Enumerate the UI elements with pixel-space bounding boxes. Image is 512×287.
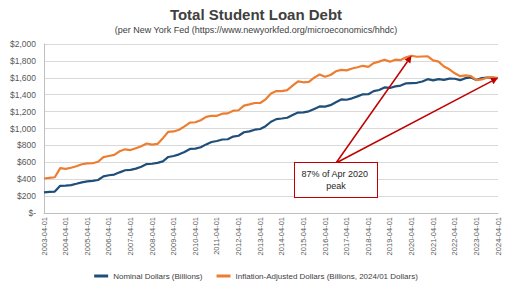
- svg-text:$1,000: $1,000: [10, 124, 36, 134]
- svg-text:2007-04-01: 2007-04-01: [126, 217, 135, 255]
- svg-text:2016-04-01: 2016-04-01: [321, 217, 330, 255]
- svg-text:$1,600: $1,600: [10, 73, 36, 83]
- svg-text:2015-04-01: 2015-04-01: [299, 217, 308, 255]
- svg-text:2014-04-01: 2014-04-01: [277, 217, 286, 255]
- svg-text:2009-04-01: 2009-04-01: [169, 217, 178, 255]
- svg-text:Inflation-Adjusted Dollars (Bi: Inflation-Adjusted Dollars (Billions, 20…: [236, 272, 419, 281]
- svg-text:$200: $200: [17, 191, 36, 201]
- svg-text:87% of Apr 2020: 87% of Apr 2020: [301, 169, 370, 179]
- svg-text:(per New York Fed (https://www: (per New York Fed (https://www.newyorkfe…: [115, 25, 398, 35]
- svg-text:2004-04-01: 2004-04-01: [61, 217, 70, 255]
- svg-text:2003-04-01: 2003-04-01: [40, 217, 49, 255]
- svg-text:$400: $400: [17, 174, 36, 184]
- svg-text:peak: peak: [326, 181, 346, 191]
- svg-text:2021-04-01: 2021-04-01: [429, 217, 438, 255]
- svg-text:2011-04-01: 2011-04-01: [212, 217, 221, 255]
- svg-text:2008-04-01: 2008-04-01: [148, 217, 157, 255]
- svg-text:2012-04-01: 2012-04-01: [234, 217, 243, 255]
- svg-text:$800: $800: [17, 140, 36, 150]
- svg-text:$600: $600: [17, 157, 36, 167]
- svg-text:2024-04-01: 2024-04-01: [494, 217, 503, 255]
- svg-text:2010-04-01: 2010-04-01: [191, 217, 200, 255]
- svg-text:2022-04-01: 2022-04-01: [450, 217, 459, 255]
- svg-text:Nominal Dollars (Billions): Nominal Dollars (Billions): [113, 272, 203, 281]
- svg-text:2019-04-01: 2019-04-01: [385, 217, 394, 255]
- svg-text:2013-04-01: 2013-04-01: [256, 217, 265, 255]
- svg-text:$-: $-: [28, 208, 36, 218]
- svg-text:$1,800: $1,800: [10, 56, 36, 66]
- svg-text:2020-04-01: 2020-04-01: [407, 217, 416, 255]
- svg-text:2018-04-01: 2018-04-01: [364, 217, 373, 255]
- svg-text:$2,000: $2,000: [10, 39, 36, 49]
- svg-text:2017-04-01: 2017-04-01: [342, 217, 351, 255]
- svg-text:2006-04-01: 2006-04-01: [104, 217, 113, 255]
- svg-text:$1,200: $1,200: [10, 107, 36, 117]
- svg-text:2023-04-01: 2023-04-01: [472, 217, 481, 255]
- svg-text:$1,400: $1,400: [10, 90, 36, 100]
- svg-text:2005-04-01: 2005-04-01: [83, 217, 92, 255]
- svg-text:Total Student Loan Debt: Total Student Loan Debt: [170, 6, 342, 23]
